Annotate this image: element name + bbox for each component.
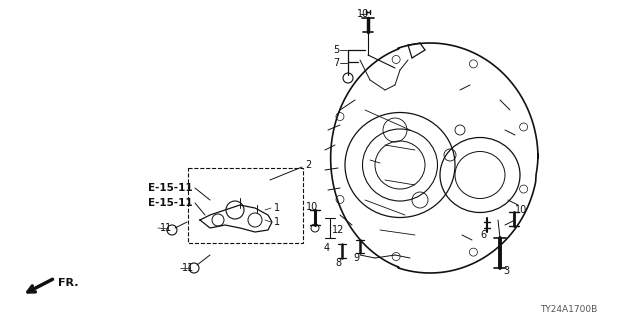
Text: 4: 4 (324, 243, 330, 253)
Text: 5: 5 (333, 45, 339, 55)
Text: 11: 11 (160, 223, 172, 233)
Text: 10: 10 (357, 9, 369, 19)
Text: 11: 11 (182, 263, 195, 273)
Text: E-15-11: E-15-11 (148, 183, 193, 193)
Text: 9: 9 (353, 253, 359, 263)
Text: 2: 2 (305, 160, 311, 170)
Bar (188, 168, 303, 243)
Text: 7: 7 (333, 58, 339, 68)
Text: E-15-11: E-15-11 (148, 198, 193, 208)
Text: 6: 6 (480, 230, 486, 240)
Text: 12: 12 (332, 225, 344, 235)
Text: 10: 10 (306, 202, 318, 212)
Text: 1: 1 (274, 217, 280, 227)
Text: 8: 8 (335, 258, 341, 268)
Text: 10: 10 (515, 205, 527, 215)
Text: FR.: FR. (58, 278, 79, 288)
Text: TY24A1700B: TY24A1700B (540, 306, 597, 315)
Text: 3: 3 (503, 266, 509, 276)
Text: 1: 1 (274, 203, 280, 213)
